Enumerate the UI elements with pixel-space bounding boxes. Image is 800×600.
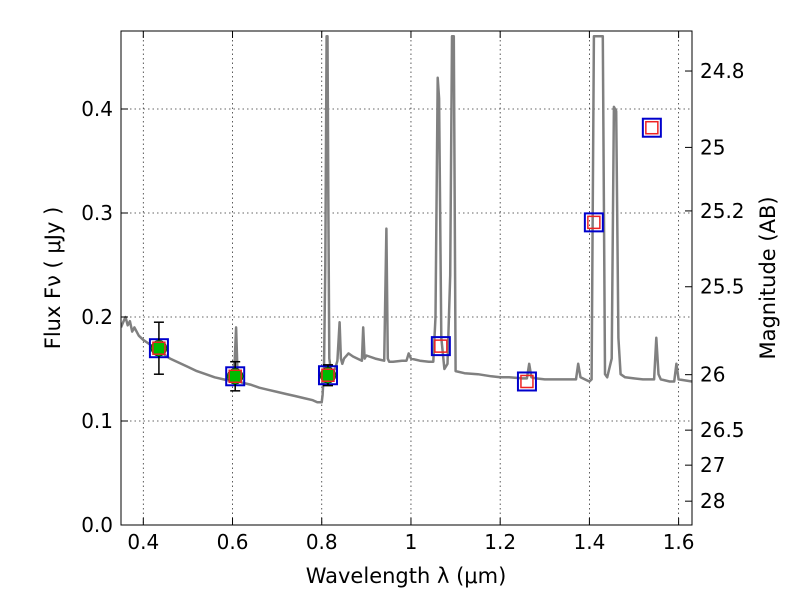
- y2-tick-label: 25: [700, 135, 725, 159]
- model-point-inner: [587, 215, 601, 230]
- y-tick-label: 0.4: [81, 97, 113, 121]
- observed-point: [319, 366, 337, 384]
- y2-axis-label: Magnitude (AB): [756, 196, 780, 359]
- y2-tick-label: 25.5: [700, 275, 745, 299]
- data-points: [148, 117, 662, 392]
- x-tick-label: 1.6: [663, 530, 695, 554]
- y-tick-label: 0.3: [81, 201, 113, 225]
- plot-frame: [120, 30, 693, 526]
- model-point-inner: [228, 369, 242, 384]
- spectrum-line: [121, 34, 692, 404]
- x-tick-label: 0.8: [306, 530, 338, 554]
- y-axis-label: Flux Fν ( μJy ): [41, 207, 65, 350]
- model-point-inner: [152, 341, 166, 355]
- x-axis-label: Wavelength λ (μm): [306, 564, 507, 588]
- model-point-inner: [645, 120, 659, 135]
- y2-tick-label: 24.8: [700, 59, 745, 83]
- y2-tick-label: 28: [700, 489, 725, 513]
- model-point-inner: [520, 374, 534, 389]
- model-point-outer: [641, 117, 662, 138]
- ticks: [121, 31, 692, 526]
- y2-tick-label: 26: [700, 363, 725, 387]
- model-point-inner: [434, 339, 448, 353]
- y-tick-label: 0.2: [81, 305, 113, 329]
- y2-tick-label: 27: [700, 453, 725, 477]
- x-tick-label: 0.6: [217, 530, 249, 554]
- model-point-outer: [516, 371, 537, 392]
- observed-point: [150, 339, 168, 357]
- y2-tick-label: 26.5: [700, 418, 745, 442]
- y-tick-label: 0.1: [81, 409, 113, 433]
- model-point-outer: [583, 212, 604, 233]
- y2-tick-label: 25.2: [700, 199, 745, 223]
- grid: [121, 31, 692, 525]
- observed-point: [226, 368, 244, 385]
- y-tick-label: 0.0: [81, 513, 113, 537]
- x-tick-label: 0.4: [127, 530, 159, 554]
- x-tick-label: 1: [405, 530, 418, 554]
- x-tick-label: 1.4: [573, 530, 605, 554]
- model-point-inner: [321, 368, 335, 382]
- model-point-outer: [430, 336, 451, 357]
- x-tick-label: 1.2: [484, 530, 516, 554]
- tick-labels: 0.4 0.6 0.8 1 1.2 1.4 1.6 0.0 0.1 0.2 0.3 0.4 24.8 25…: [81, 59, 744, 554]
